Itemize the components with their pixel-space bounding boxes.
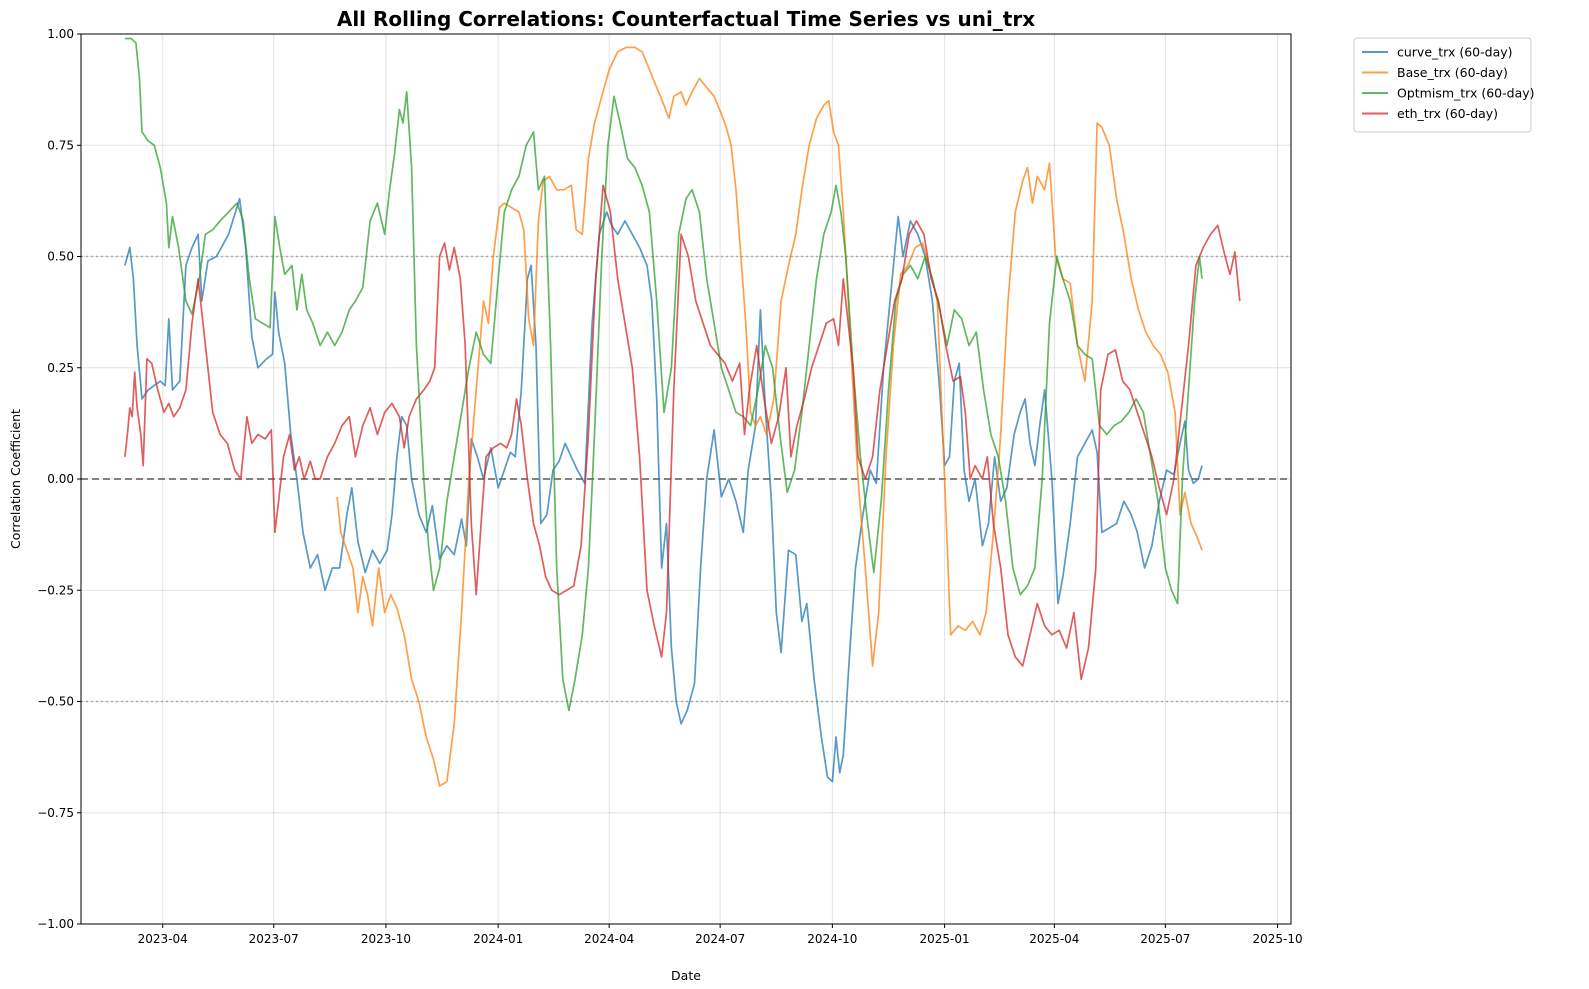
y-tick-label: −0.50: [37, 695, 74, 709]
reference-lines: [81, 255, 1291, 703]
y-tick-label: 0.00: [47, 472, 74, 486]
y-tick-label: −1.00: [37, 917, 74, 931]
legend-label: Optmism_trx (60-day): [1397, 86, 1535, 101]
series-lines: [124, 37, 1241, 787]
x-axis-ticks: 2023-04 2023-07 2023-10 2024-01 2024-04 2024-…: [138, 924, 1303, 946]
y-axis-ticks: −1.00 −0.75 −0.50 −0.25 0.00 0.25 0.50 0.75 1.00: [37, 27, 81, 931]
x-tick-label: 2025-04: [1029, 932, 1079, 946]
series-line-base-trx: [336, 46, 1203, 787]
legend-box: [1353, 37, 1532, 133]
y-tick-label: 0.50: [47, 250, 74, 264]
x-tick-label: 2025-07: [1140, 932, 1190, 946]
x-tick-label: 2025-01: [920, 932, 970, 946]
x-tick-label: 2024-07: [695, 932, 745, 946]
y-axis-label: Correlation Coefficient: [8, 409, 23, 549]
y-tick-label: 1.00: [47, 27, 74, 41]
x-tick-label: 2024-10: [807, 932, 857, 946]
x-tick-label: 2024-01: [473, 932, 523, 946]
legend-label: eth_trx (60-day): [1397, 106, 1498, 121]
legend-label: Base_trx (60-day): [1397, 65, 1508, 80]
y-tick-label: 0.75: [47, 138, 74, 152]
series-line-eth-trx: [124, 184, 1241, 681]
y-tick-label: −0.75: [37, 806, 74, 820]
series-line-curve-trx: [124, 197, 1203, 783]
legend-label: curve_trx (60-day): [1397, 45, 1513, 60]
y-tick-label: −0.25: [37, 583, 74, 597]
x-tick-label: 2023-10: [361, 932, 411, 946]
x-tick-label: 2024-04: [584, 932, 634, 946]
x-tick-label: 2023-04: [138, 932, 188, 946]
x-tick-label: 2025-10: [1253, 932, 1303, 946]
series-line-optmism-trx: [124, 37, 1203, 712]
chart-title: All Rolling Correlations: Counterfactual…: [337, 7, 1035, 31]
y-tick-label: 0.25: [47, 361, 74, 375]
legend: curve_trx (60-day) Base_trx (60-day) Optmi…: [1353, 37, 1535, 133]
x-tick-label: 2023-07: [249, 932, 299, 946]
x-axis-label: Date: [671, 968, 701, 983]
